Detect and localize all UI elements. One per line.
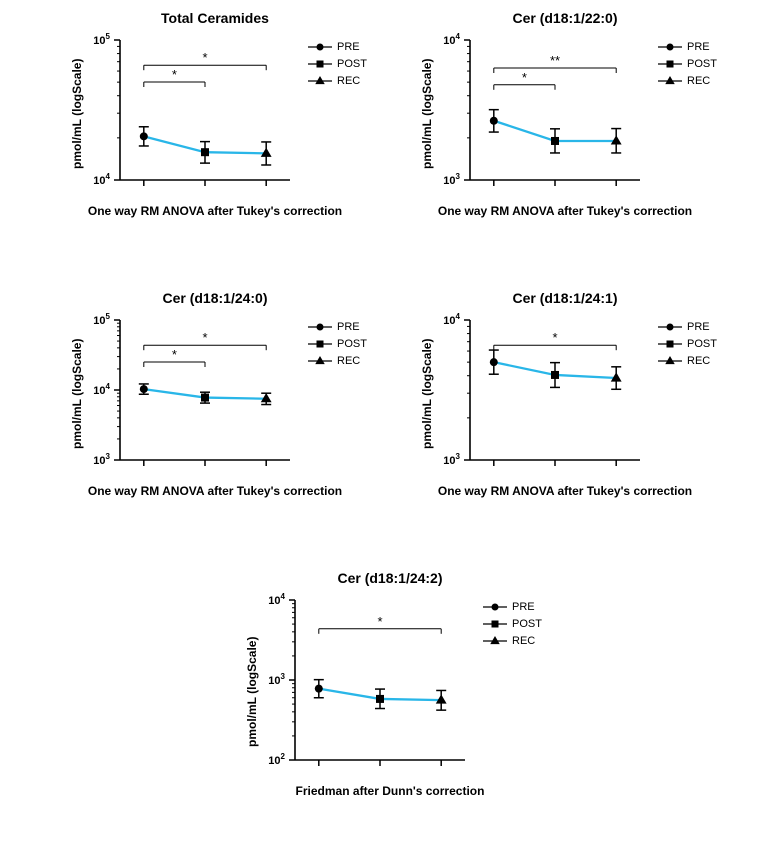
svg-text:**: ** bbox=[550, 53, 560, 68]
figure-root: Total Ceramidespmol/mL (logScale)One way… bbox=[0, 0, 762, 852]
svg-text:103: 103 bbox=[93, 452, 110, 467]
chart-svg: 104 105 * * bbox=[50, 10, 380, 250]
chart-panel: Cer (d18:1/22:0)pmol/mL (logScale)One wa… bbox=[400, 10, 730, 250]
svg-text:105: 105 bbox=[93, 312, 110, 327]
svg-text:*: * bbox=[202, 50, 207, 65]
svg-text:104: 104 bbox=[443, 312, 460, 327]
chart-svg: 103 104 * bbox=[400, 290, 730, 530]
svg-text:105: 105 bbox=[93, 32, 110, 47]
chart-panel: Cer (d18:1/24:0)pmol/mL (logScale)One wa… bbox=[50, 290, 380, 530]
svg-text:102: 102 bbox=[268, 752, 285, 767]
svg-text:*: * bbox=[522, 70, 527, 85]
svg-text:104: 104 bbox=[93, 382, 110, 397]
svg-text:103: 103 bbox=[443, 452, 460, 467]
svg-text:*: * bbox=[202, 330, 207, 345]
chart-panel: Cer (d18:1/24:2)pmol/mL (logScale)Friedm… bbox=[225, 570, 555, 830]
svg-text:*: * bbox=[377, 614, 382, 629]
chart-svg: 102 103 104 * bbox=[225, 570, 555, 830]
chart-panel: Cer (d18:1/24:1)pmol/mL (logScale)One wa… bbox=[400, 290, 730, 530]
chart-panel: Total Ceramidespmol/mL (logScale)One way… bbox=[50, 10, 380, 250]
svg-text:104: 104 bbox=[93, 172, 110, 187]
svg-text:*: * bbox=[172, 67, 177, 82]
svg-text:*: * bbox=[172, 347, 177, 362]
chart-svg: 103 104 105 * * bbox=[50, 290, 380, 530]
svg-text:104: 104 bbox=[443, 32, 460, 47]
svg-text:104: 104 bbox=[268, 592, 285, 607]
svg-text:103: 103 bbox=[268, 672, 285, 687]
svg-text:*: * bbox=[552, 330, 557, 345]
chart-svg: 103104*** bbox=[400, 10, 730, 250]
svg-text:103: 103 bbox=[443, 172, 460, 187]
